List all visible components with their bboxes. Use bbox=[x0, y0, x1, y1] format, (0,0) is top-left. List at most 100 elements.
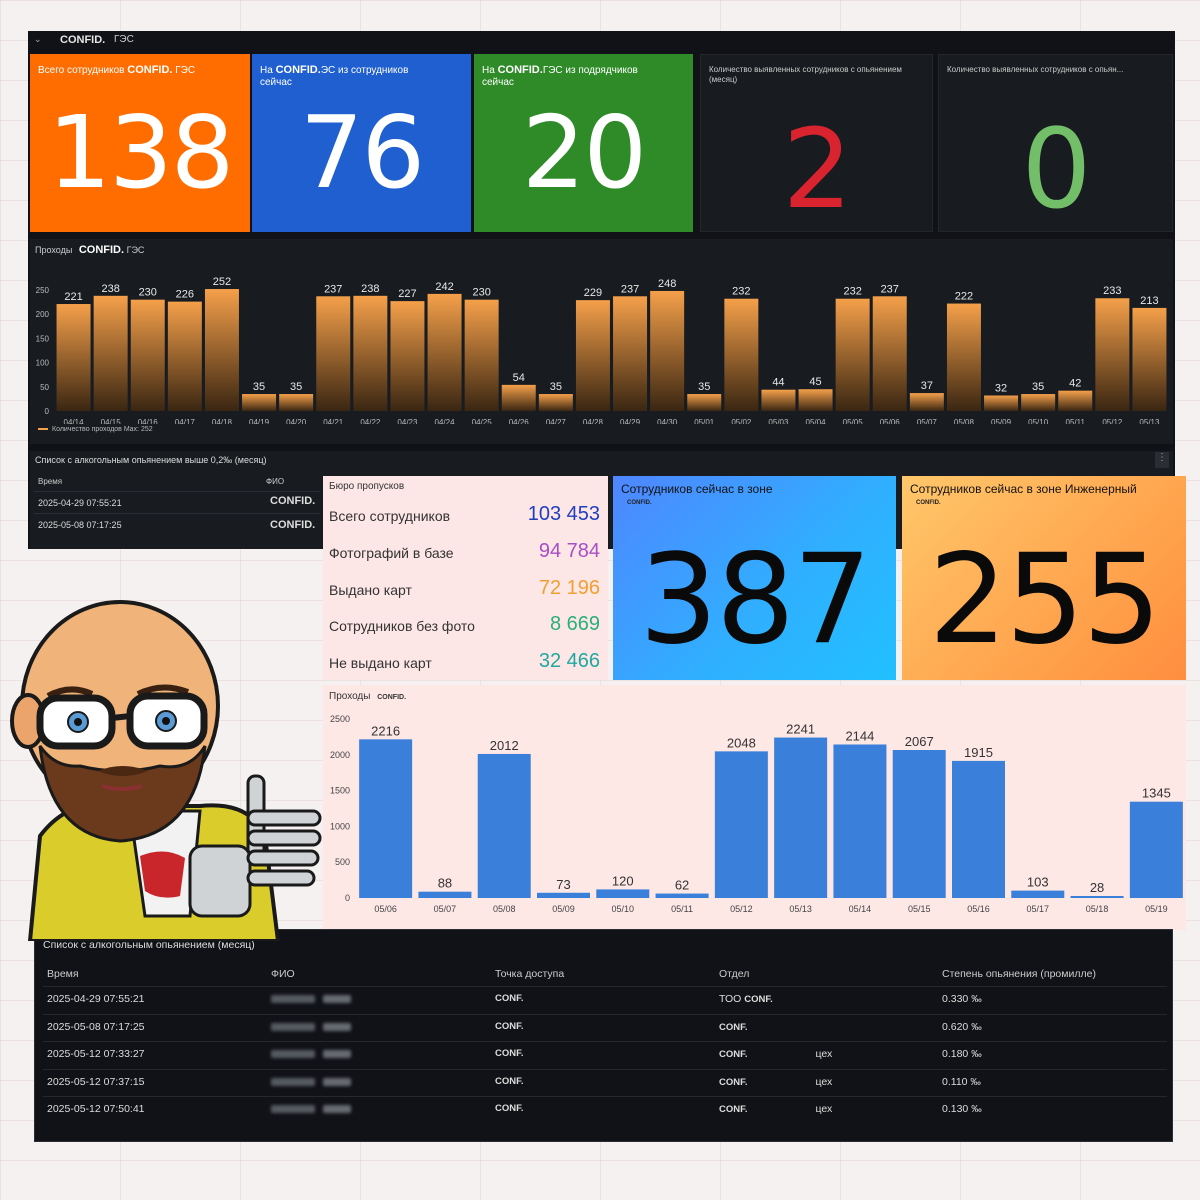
chart-bar[interactable] bbox=[204, 289, 239, 411]
table-cell-name: CONFID. bbox=[270, 519, 316, 531]
column-header-name[interactable]: ФИО bbox=[266, 477, 285, 486]
chart-bar[interactable] bbox=[167, 301, 202, 411]
table-cell-name: CONFID. bbox=[270, 495, 316, 507]
panel-title: Список с алкогольным опьянением (месяц) bbox=[43, 939, 255, 951]
list-item: Фотографий в базе 94 784 bbox=[329, 540, 600, 562]
table-cell-time: 2025-05-12 07:37:15 bbox=[47, 1075, 145, 1088]
y-tick-label: 0 bbox=[45, 407, 50, 416]
chart-bar[interactable] bbox=[1129, 801, 1183, 898]
chevron-down-icon[interactable]: ⌄ bbox=[34, 34, 42, 44]
passes-chart-panel-2: Проходы CONFID. 0 500 1000 1500 2000 2500 2216… bbox=[323, 685, 1186, 930]
chart-bar[interactable] bbox=[798, 389, 833, 411]
redacted-block bbox=[323, 1022, 351, 1031]
x-tick-label: 05/17 bbox=[1027, 904, 1050, 914]
chart-bar[interactable] bbox=[418, 891, 472, 898]
chart-bar[interactable] bbox=[427, 293, 462, 411]
bar-value-label: 32 bbox=[995, 383, 1007, 395]
divider bbox=[34, 513, 320, 514]
column-header-time[interactable]: Время bbox=[47, 968, 79, 980]
table-cell-time: 2025-05-08 07:17:25 bbox=[38, 520, 122, 530]
x-tick-label: 05/07 bbox=[434, 904, 457, 914]
chart-bar[interactable] bbox=[279, 394, 314, 411]
chart-bar[interactable] bbox=[93, 295, 128, 411]
table-cell-access-point: CONF. bbox=[495, 1020, 524, 1032]
chart-bar[interactable] bbox=[1021, 394, 1056, 411]
chart-bar[interactable] bbox=[724, 298, 759, 411]
avatar-head bbox=[10, 600, 220, 843]
column-header-name[interactable]: ФИО bbox=[271, 968, 295, 980]
chart-bar[interactable] bbox=[892, 750, 946, 898]
chart-bar[interactable] bbox=[537, 892, 590, 898]
x-tick-label: 04/29 bbox=[620, 418, 641, 424]
y-tick-label: 150 bbox=[36, 334, 50, 343]
chart-bar[interactable] bbox=[596, 889, 650, 898]
chart-bar[interactable] bbox=[1011, 890, 1065, 898]
chart-bar[interactable] bbox=[774, 737, 828, 898]
chart-bar[interactable] bbox=[353, 295, 388, 411]
table-cell-name-redacted bbox=[271, 993, 351, 1005]
list-item: Не выдано карт 32 466 bbox=[329, 650, 600, 672]
column-header-access-point[interactable]: Точка доступа bbox=[495, 968, 565, 980]
chart-bar[interactable] bbox=[1058, 390, 1093, 411]
column-header-level[interactable]: Степень опьянения (промилле) bbox=[942, 968, 1096, 980]
table-cell-name-redacted bbox=[271, 1076, 351, 1088]
chart-bar[interactable] bbox=[946, 303, 981, 411]
chart-bar[interactable] bbox=[56, 304, 91, 411]
bar-value-label: 35 bbox=[550, 381, 562, 393]
chart-bar[interactable] bbox=[761, 389, 796, 411]
chart-bar[interactable] bbox=[613, 296, 648, 411]
chart-bar[interactable] bbox=[655, 893, 709, 898]
column-header-time[interactable]: Время bbox=[38, 477, 63, 486]
kebab-icon[interactable]: ⋮ bbox=[1155, 452, 1169, 468]
redacted-block bbox=[271, 1077, 315, 1086]
column-header-department[interactable]: Отдел bbox=[719, 968, 750, 980]
chart-bar[interactable] bbox=[984, 395, 1019, 411]
x-tick-label: 04/30 bbox=[657, 418, 678, 424]
x-tick-label: 05/10 bbox=[1028, 418, 1049, 424]
chart-bar[interactable] bbox=[501, 384, 536, 411]
chart-bar[interactable] bbox=[1132, 307, 1167, 411]
bar-value-label: 238 bbox=[361, 283, 379, 295]
panel-title: Сотрудников сейчас в зоне Инженерный bbox=[910, 482, 1137, 496]
chart-bar[interactable] bbox=[538, 394, 573, 411]
chart-bar[interactable] bbox=[909, 393, 944, 411]
chart-bar[interactable] bbox=[1070, 895, 1124, 898]
chart-bar[interactable] bbox=[130, 299, 165, 411]
avatar-robot-hand bbox=[188, 774, 322, 918]
chart-bar[interactable] bbox=[242, 394, 277, 411]
table-cell-time: 2025-04-29 07:55:21 bbox=[38, 498, 122, 508]
divider bbox=[43, 1068, 1167, 1070]
x-tick-label: 05/08 bbox=[954, 418, 975, 424]
chart-bar[interactable] bbox=[687, 394, 722, 411]
x-tick-label: 04/20 bbox=[286, 418, 307, 424]
chart-bar[interactable] bbox=[359, 739, 413, 898]
table-cell-time: 2025-05-08 07:17:25 bbox=[47, 1020, 145, 1033]
x-tick-label: 05/02 bbox=[731, 418, 752, 424]
bar-value-label: 73 bbox=[556, 877, 570, 892]
chart-bar[interactable] bbox=[477, 753, 531, 898]
stat-label: На CONFID.ГЭС из подрядчиков сейчас bbox=[482, 64, 638, 88]
table-cell-level: 0.110 ‰ bbox=[942, 1075, 981, 1088]
chart-bar[interactable] bbox=[714, 751, 768, 898]
table-cell-access-point: CONF. bbox=[495, 1075, 524, 1087]
list-item: Выдано карт 72 196 bbox=[329, 577, 600, 599]
chart-bar[interactable] bbox=[872, 296, 907, 411]
chart-bar[interactable] bbox=[464, 299, 499, 411]
chart-bar[interactable] bbox=[390, 301, 425, 411]
chart-bar[interactable] bbox=[316, 296, 351, 411]
x-tick-label: 05/03 bbox=[768, 418, 789, 424]
pass-bureau-panel: Бюро пропусков Всего сотрудников 103 453… bbox=[323, 476, 608, 680]
bar-value-label: 237 bbox=[621, 283, 639, 295]
chart-bar[interactable] bbox=[833, 744, 887, 898]
chart-bar[interactable] bbox=[575, 300, 610, 411]
divider bbox=[34, 491, 320, 492]
avatar-illustration bbox=[10, 600, 322, 941]
x-tick-label: 05/08 bbox=[493, 904, 516, 914]
x-tick-label: 04/23 bbox=[397, 418, 418, 424]
chart-bar[interactable] bbox=[952, 760, 1005, 898]
zone-employees-panel: Сотрудников сейчас в зоне CONFID. 387 bbox=[613, 476, 896, 680]
chart-bar[interactable] bbox=[1095, 298, 1130, 411]
chart-bar[interactable] bbox=[835, 298, 870, 411]
chart-bar[interactable] bbox=[650, 290, 685, 411]
divider bbox=[43, 986, 1167, 987]
